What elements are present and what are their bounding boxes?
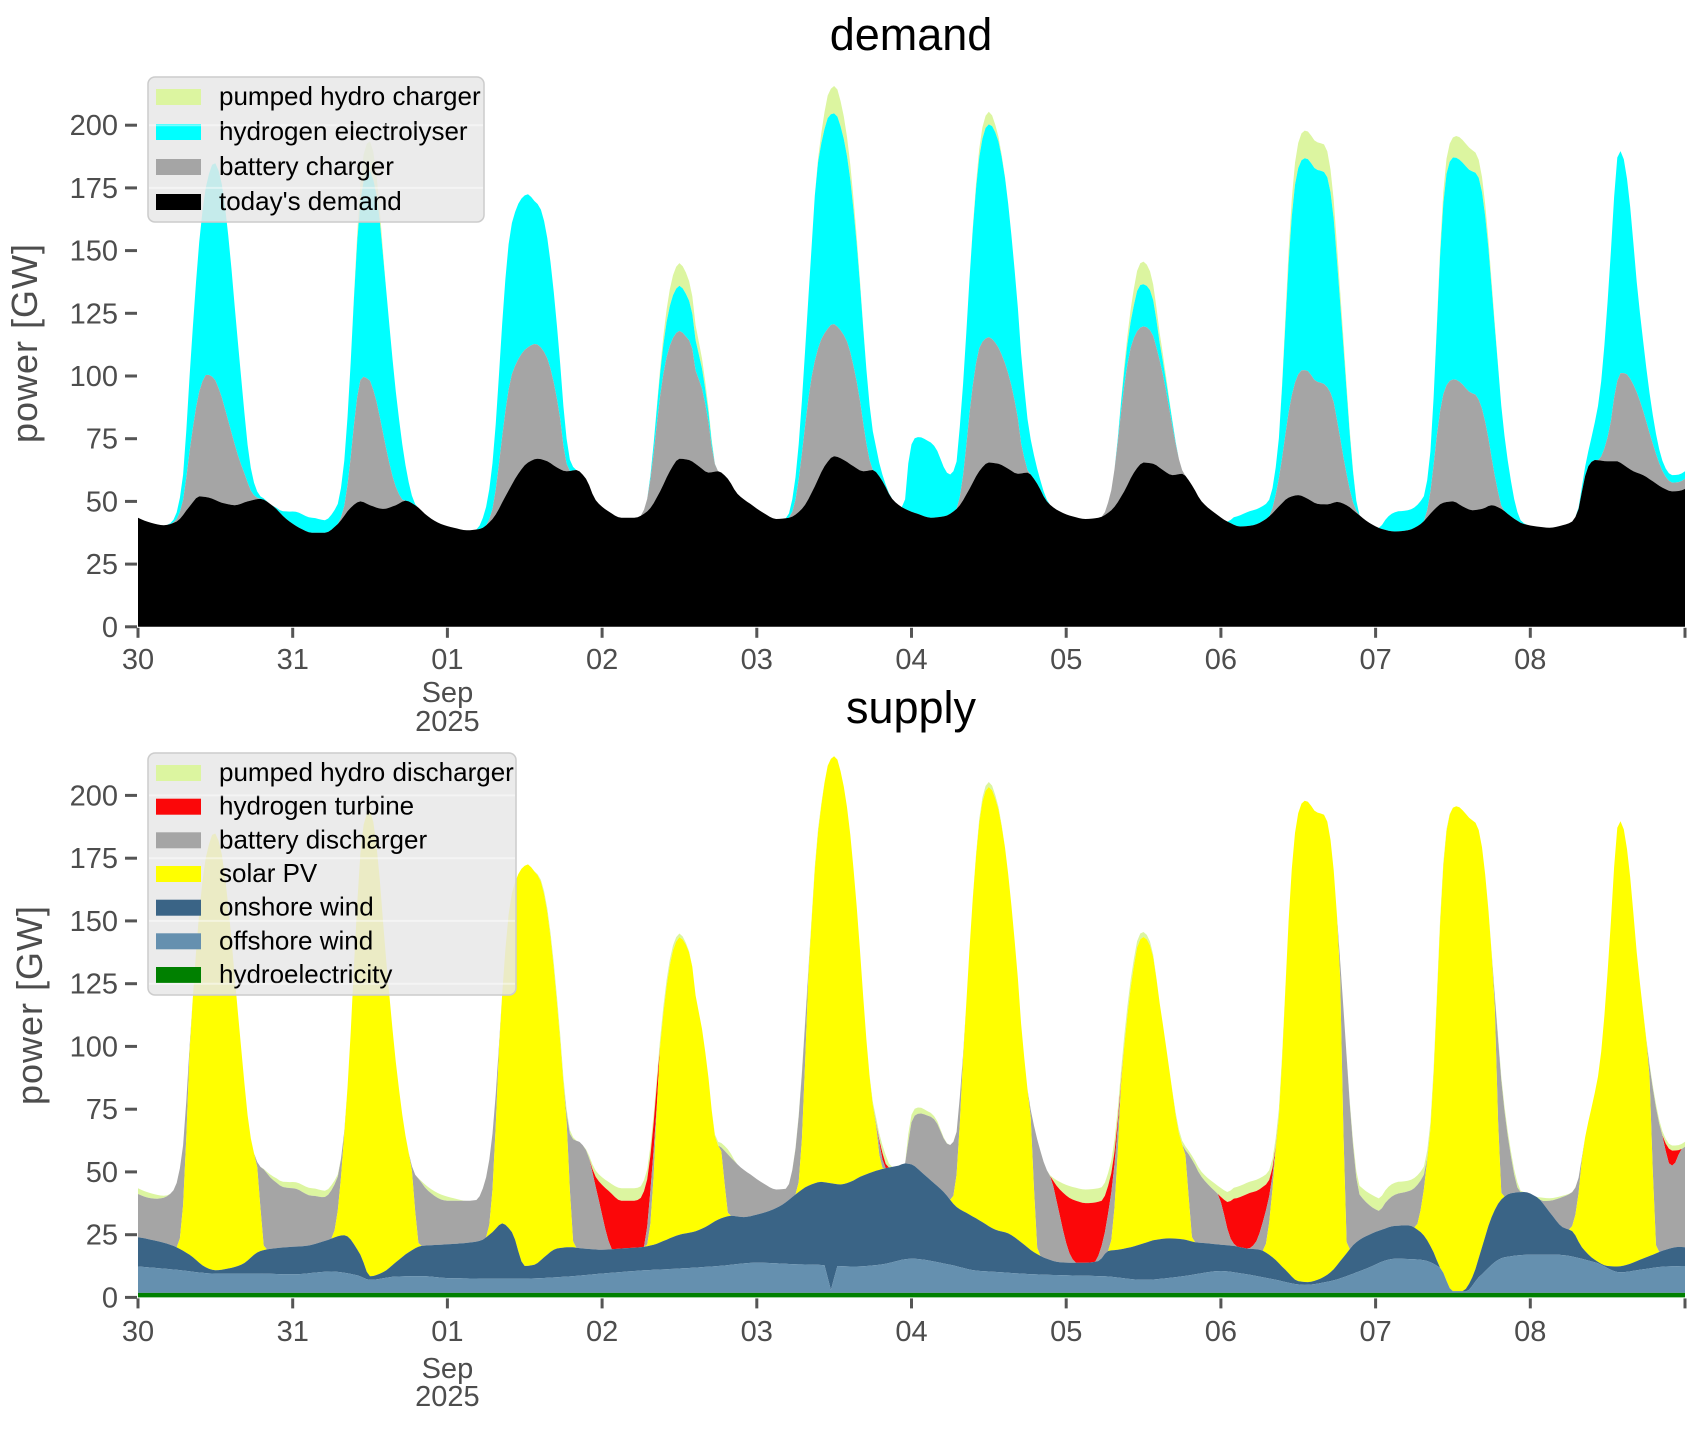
svg-text:05: 05 <box>1050 644 1082 676</box>
svg-text:03: 03 <box>741 1316 773 1348</box>
svg-text:02: 02 <box>586 1316 618 1348</box>
svg-text:06: 06 <box>1205 1316 1237 1348</box>
svg-text:75: 75 <box>86 424 118 456</box>
svg-text:75: 75 <box>86 1094 118 1126</box>
svg-text:31: 31 <box>277 1316 309 1348</box>
svg-text:solar PV: solar PV <box>219 858 318 888</box>
svg-text:30: 30 <box>122 644 154 676</box>
svg-text:hydrogen electrolyser: hydrogen electrolyser <box>219 116 468 146</box>
svg-text:supply: supply <box>846 682 977 733</box>
svg-text:07: 07 <box>1359 1316 1391 1348</box>
svg-text:power [GW]: power [GW] <box>9 905 50 1105</box>
svg-text:50: 50 <box>86 1157 118 1189</box>
svg-text:30: 30 <box>122 1316 154 1348</box>
svg-text:onshore wind: onshore wind <box>219 892 374 922</box>
svg-text:03: 03 <box>741 644 773 676</box>
svg-text:power [GW]: power [GW] <box>4 243 45 443</box>
svg-text:demand: demand <box>830 9 993 60</box>
svg-text:150: 150 <box>70 236 118 268</box>
svg-text:200: 200 <box>70 110 118 142</box>
svg-text:100: 100 <box>70 361 118 393</box>
svg-text:200: 200 <box>70 780 118 812</box>
svg-text:25: 25 <box>86 1220 118 1252</box>
svg-text:battery charger: battery charger <box>219 151 394 181</box>
svg-text:125: 125 <box>70 298 118 330</box>
svg-text:06: 06 <box>1205 644 1237 676</box>
svg-text:hydrogen turbine: hydrogen turbine <box>219 791 414 821</box>
svg-text:pumped hydro charger: pumped hydro charger <box>219 81 481 111</box>
svg-text:08: 08 <box>1514 1316 1546 1348</box>
svg-text:0: 0 <box>102 1282 118 1314</box>
svg-text:125: 125 <box>70 969 118 1001</box>
svg-text:175: 175 <box>70 843 118 875</box>
svg-text:hydroelectricity: hydroelectricity <box>219 959 392 989</box>
svg-text:Sep: Sep <box>422 677 474 709</box>
svg-text:Sep: Sep <box>422 1353 474 1385</box>
svg-text:04: 04 <box>895 644 927 676</box>
svg-text:05: 05 <box>1050 1316 1082 1348</box>
svg-text:01: 01 <box>431 644 463 676</box>
svg-text:02: 02 <box>586 644 618 676</box>
svg-text:100: 100 <box>70 1031 118 1063</box>
svg-text:2025: 2025 <box>415 706 480 738</box>
svg-text:0: 0 <box>102 612 118 644</box>
svg-text:175: 175 <box>70 173 118 205</box>
svg-text:today's demand: today's demand <box>219 186 402 216</box>
svg-text:2025: 2025 <box>415 1381 480 1413</box>
svg-text:07: 07 <box>1359 644 1391 676</box>
svg-text:150: 150 <box>70 906 118 938</box>
svg-text:01: 01 <box>431 1316 463 1348</box>
svg-text:04: 04 <box>895 1316 927 1348</box>
svg-text:31: 31 <box>277 644 309 676</box>
svg-text:50: 50 <box>86 486 118 518</box>
svg-text:08: 08 <box>1514 644 1546 676</box>
svg-text:25: 25 <box>86 549 118 581</box>
svg-text:pumped hydro discharger: pumped hydro discharger <box>219 757 514 787</box>
svg-text:battery discharger: battery discharger <box>219 824 427 854</box>
svg-text:offshore wind: offshore wind <box>219 925 373 955</box>
